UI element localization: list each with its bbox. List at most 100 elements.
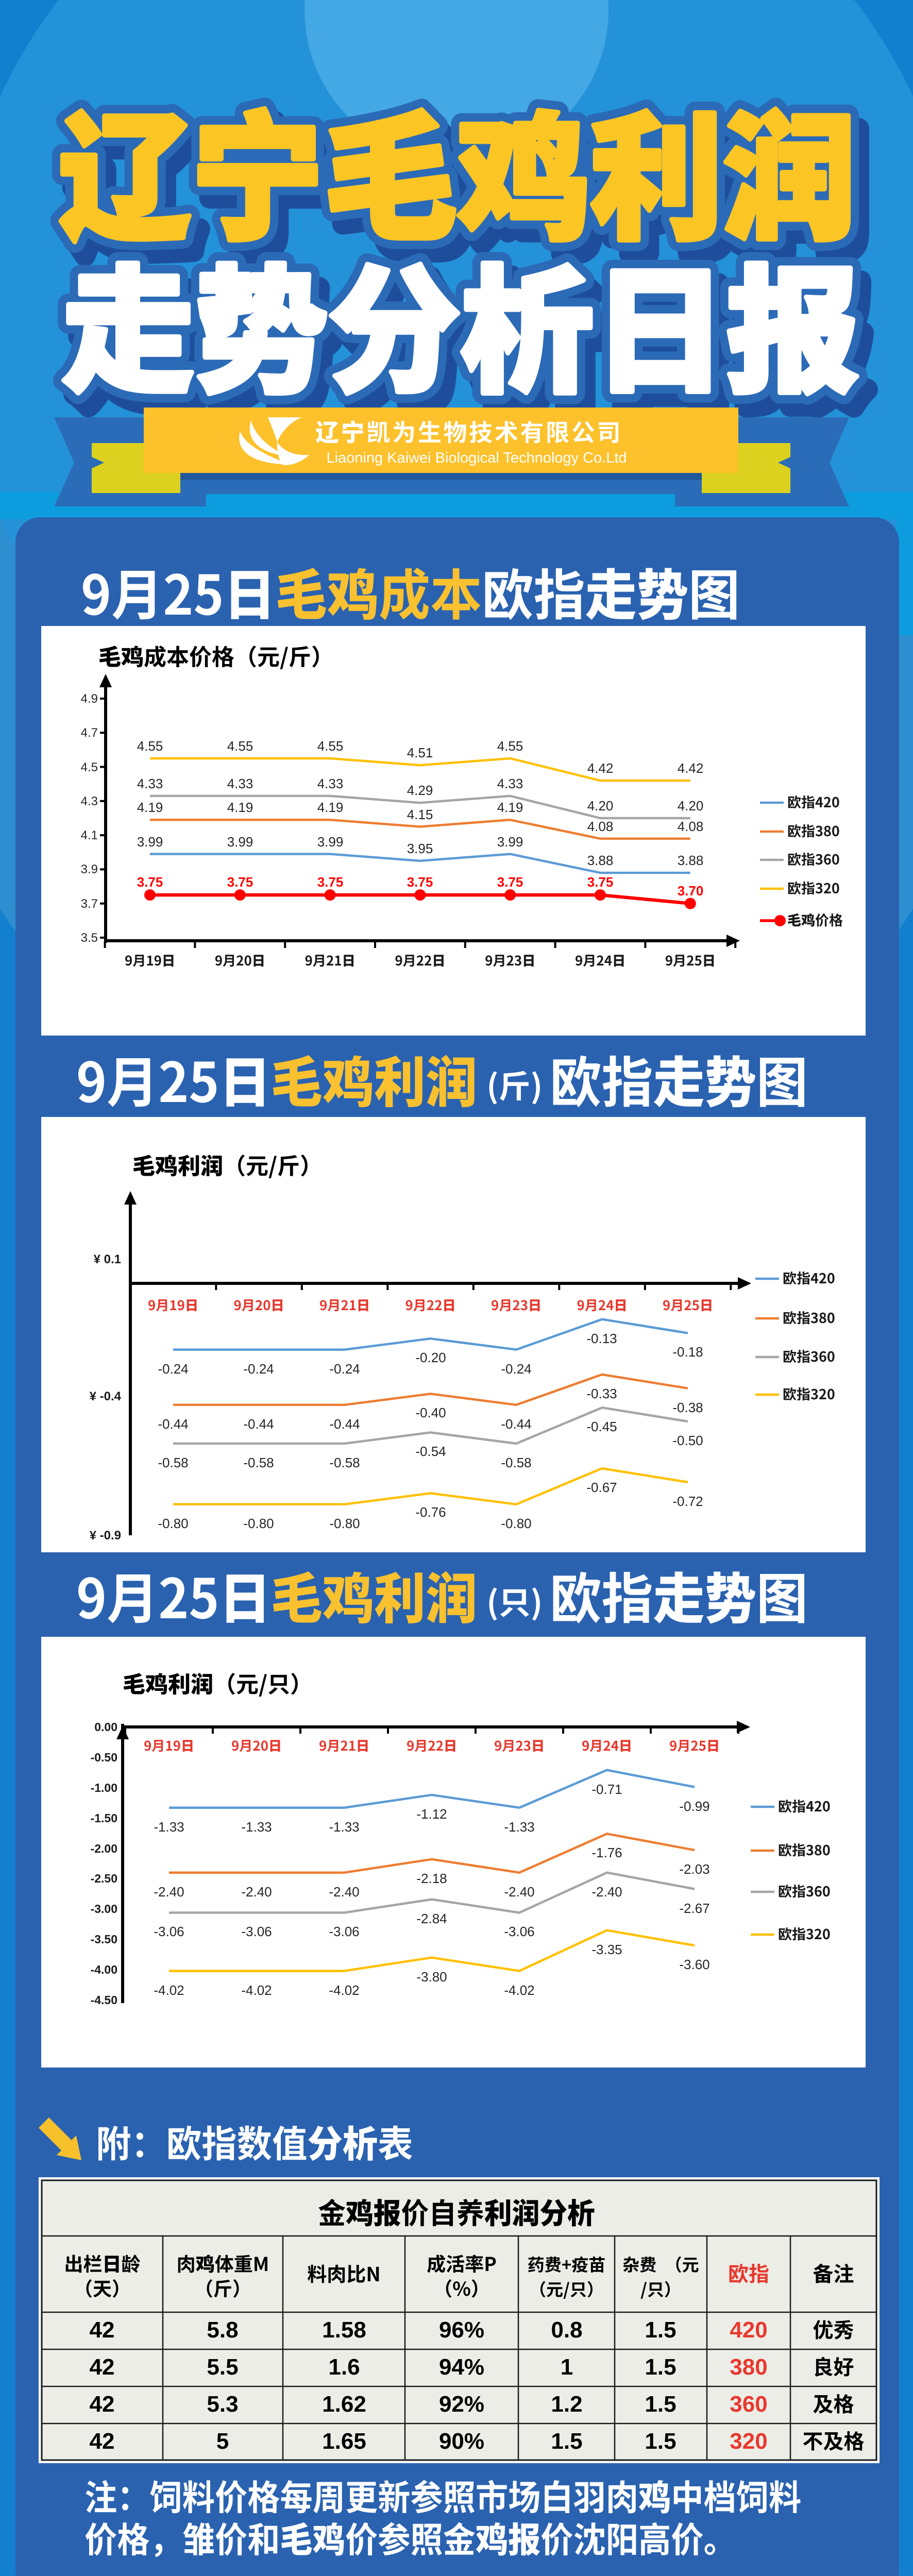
svg-text:4.55: 4.55 (137, 738, 163, 754)
svg-text:3.99: 3.99 (317, 834, 344, 850)
svg-text:-0.24: -0.24 (158, 1361, 188, 1377)
svg-text:4.51: 4.51 (407, 745, 433, 760)
svg-text:-1.12: -1.12 (416, 1806, 447, 1822)
svg-text:3.75: 3.75 (407, 874, 433, 890)
svg-text:3.75: 3.75 (227, 874, 253, 890)
svg-text:-0.54: -0.54 (415, 1444, 446, 1459)
svg-text:4.20: 4.20 (587, 798, 614, 814)
svg-text:4.55: 4.55 (227, 738, 253, 754)
svg-text:4.29: 4.29 (407, 783, 433, 798)
svg-text:1.5: 1.5 (645, 2429, 676, 2454)
svg-text:5.8: 5.8 (207, 2317, 238, 2343)
svg-text:4.19: 4.19 (227, 800, 253, 815)
svg-text:-1.76: -1.76 (591, 1845, 622, 1860)
svg-text:3.95: 3.95 (407, 841, 433, 856)
svg-text:3.75: 3.75 (497, 874, 523, 890)
svg-text:-0.33: -0.33 (586, 1386, 617, 1401)
svg-text:4.15: 4.15 (407, 807, 433, 822)
svg-text:-2.40: -2.40 (241, 1884, 272, 1900)
svg-text:1.5: 1.5 (551, 2429, 582, 2454)
svg-text:-3.00: -3.00 (91, 1902, 117, 1916)
svg-text:-4.02: -4.02 (154, 1982, 184, 1998)
svg-text:3.75: 3.75 (587, 874, 614, 890)
svg-text:4.42: 4.42 (678, 760, 704, 776)
svg-text:-2.40: -2.40 (504, 1884, 534, 1900)
svg-text:4.19: 4.19 (317, 800, 344, 815)
svg-text:-0.80: -0.80 (329, 1516, 360, 1531)
svg-text:4.33: 4.33 (497, 776, 523, 791)
svg-text:-0.24: -0.24 (501, 1361, 531, 1377)
svg-text:42: 42 (90, 2429, 115, 2454)
svg-text:-0.71: -0.71 (591, 1782, 622, 1797)
svg-text:3.9: 3.9 (81, 862, 98, 876)
svg-text:3.5: 3.5 (81, 931, 98, 945)
svg-text:-2.67: -2.67 (679, 1901, 709, 1916)
svg-text:-2.84: -2.84 (416, 1911, 447, 1926)
svg-text:3.88: 3.88 (678, 853, 704, 868)
svg-text:4.08: 4.08 (587, 819, 614, 834)
svg-text:90%: 90% (439, 2429, 484, 2454)
svg-text:Liaoning Kaiwei Biological Tec: Liaoning Kaiwei Biological Technology Co… (326, 450, 627, 466)
svg-text:4.1: 4.1 (81, 828, 98, 842)
svg-text:3.99: 3.99 (497, 834, 523, 850)
svg-text:-0.45: -0.45 (586, 1419, 617, 1434)
svg-text:-0.18: -0.18 (672, 1344, 703, 1360)
svg-text:1.65: 1.65 (322, 2429, 366, 2454)
svg-text:-0.24: -0.24 (329, 1361, 360, 1377)
svg-text:-1.33: -1.33 (329, 1819, 359, 1835)
svg-text:-4.02: -4.02 (241, 1982, 272, 1998)
svg-text:0.8: 0.8 (551, 2317, 582, 2343)
svg-text:4.3: 4.3 (81, 794, 98, 808)
svg-text:380: 380 (730, 2354, 767, 2380)
svg-text:96%: 96% (439, 2317, 484, 2343)
svg-text:3.7: 3.7 (81, 897, 98, 911)
svg-text:-1.00: -1.00 (91, 1781, 117, 1794)
svg-text:-0.72: -0.72 (672, 1494, 703, 1509)
svg-text:-0.76: -0.76 (415, 1504, 446, 1520)
svg-text:0.00: 0.00 (94, 1720, 117, 1734)
svg-text:3.88: 3.88 (587, 853, 614, 868)
svg-text:-0.44: -0.44 (243, 1416, 274, 1432)
svg-text:-0.58: -0.58 (243, 1455, 274, 1470)
svg-text:¥ -0.9: ¥ -0.9 (90, 1529, 121, 1543)
svg-text:1.6: 1.6 (328, 2354, 360, 2380)
svg-text:3.99: 3.99 (227, 834, 253, 850)
svg-text:3.75: 3.75 (317, 874, 344, 890)
svg-text:-0.13: -0.13 (586, 1331, 617, 1346)
svg-text:420: 420 (730, 2317, 767, 2343)
svg-text:-0.20: -0.20 (415, 1350, 446, 1365)
svg-text:4.33: 4.33 (227, 776, 253, 791)
svg-text:-0.44: -0.44 (158, 1416, 188, 1432)
svg-text:-4.00: -4.00 (91, 1963, 117, 1976)
svg-text:4.5: 4.5 (81, 760, 98, 774)
svg-text:-2.18: -2.18 (416, 1871, 447, 1886)
svg-text:-3.06: -3.06 (154, 1924, 184, 1939)
svg-text:-3.06: -3.06 (504, 1924, 534, 1939)
svg-text:-2.40: -2.40 (591, 1884, 622, 1900)
svg-text:-0.58: -0.58 (501, 1455, 531, 1470)
svg-text:1.5: 1.5 (645, 2392, 676, 2417)
svg-text:-0.80: -0.80 (501, 1516, 531, 1531)
svg-text:320: 320 (730, 2429, 767, 2454)
svg-text:5: 5 (216, 2429, 229, 2454)
svg-text:5.5: 5.5 (207, 2354, 238, 2380)
svg-text:42: 42 (90, 2392, 115, 2417)
svg-text:-2.40: -2.40 (154, 1884, 184, 1900)
svg-text:-4.02: -4.02 (329, 1982, 359, 1998)
svg-text:-0.67: -0.67 (586, 1480, 617, 1495)
svg-text:-2.00: -2.00 (91, 1842, 117, 1855)
svg-text:-3.06: -3.06 (329, 1924, 359, 1939)
svg-text:-0.58: -0.58 (329, 1455, 360, 1470)
svg-text:4.33: 4.33 (137, 776, 163, 791)
svg-text:-2.50: -2.50 (91, 1872, 117, 1885)
svg-text:4.33: 4.33 (317, 776, 344, 791)
svg-text:-0.24: -0.24 (243, 1361, 274, 1377)
svg-text:-1.50: -1.50 (91, 1811, 117, 1825)
svg-text:-0.38: -0.38 (672, 1400, 703, 1415)
svg-text:-3.06: -3.06 (241, 1924, 272, 1939)
svg-text:-0.44: -0.44 (329, 1416, 360, 1432)
svg-text:-4.02: -4.02 (504, 1982, 534, 1998)
svg-text:-2.40: -2.40 (329, 1884, 359, 1900)
svg-text:-0.44: -0.44 (501, 1416, 531, 1432)
svg-text:-0.80: -0.80 (158, 1516, 188, 1531)
